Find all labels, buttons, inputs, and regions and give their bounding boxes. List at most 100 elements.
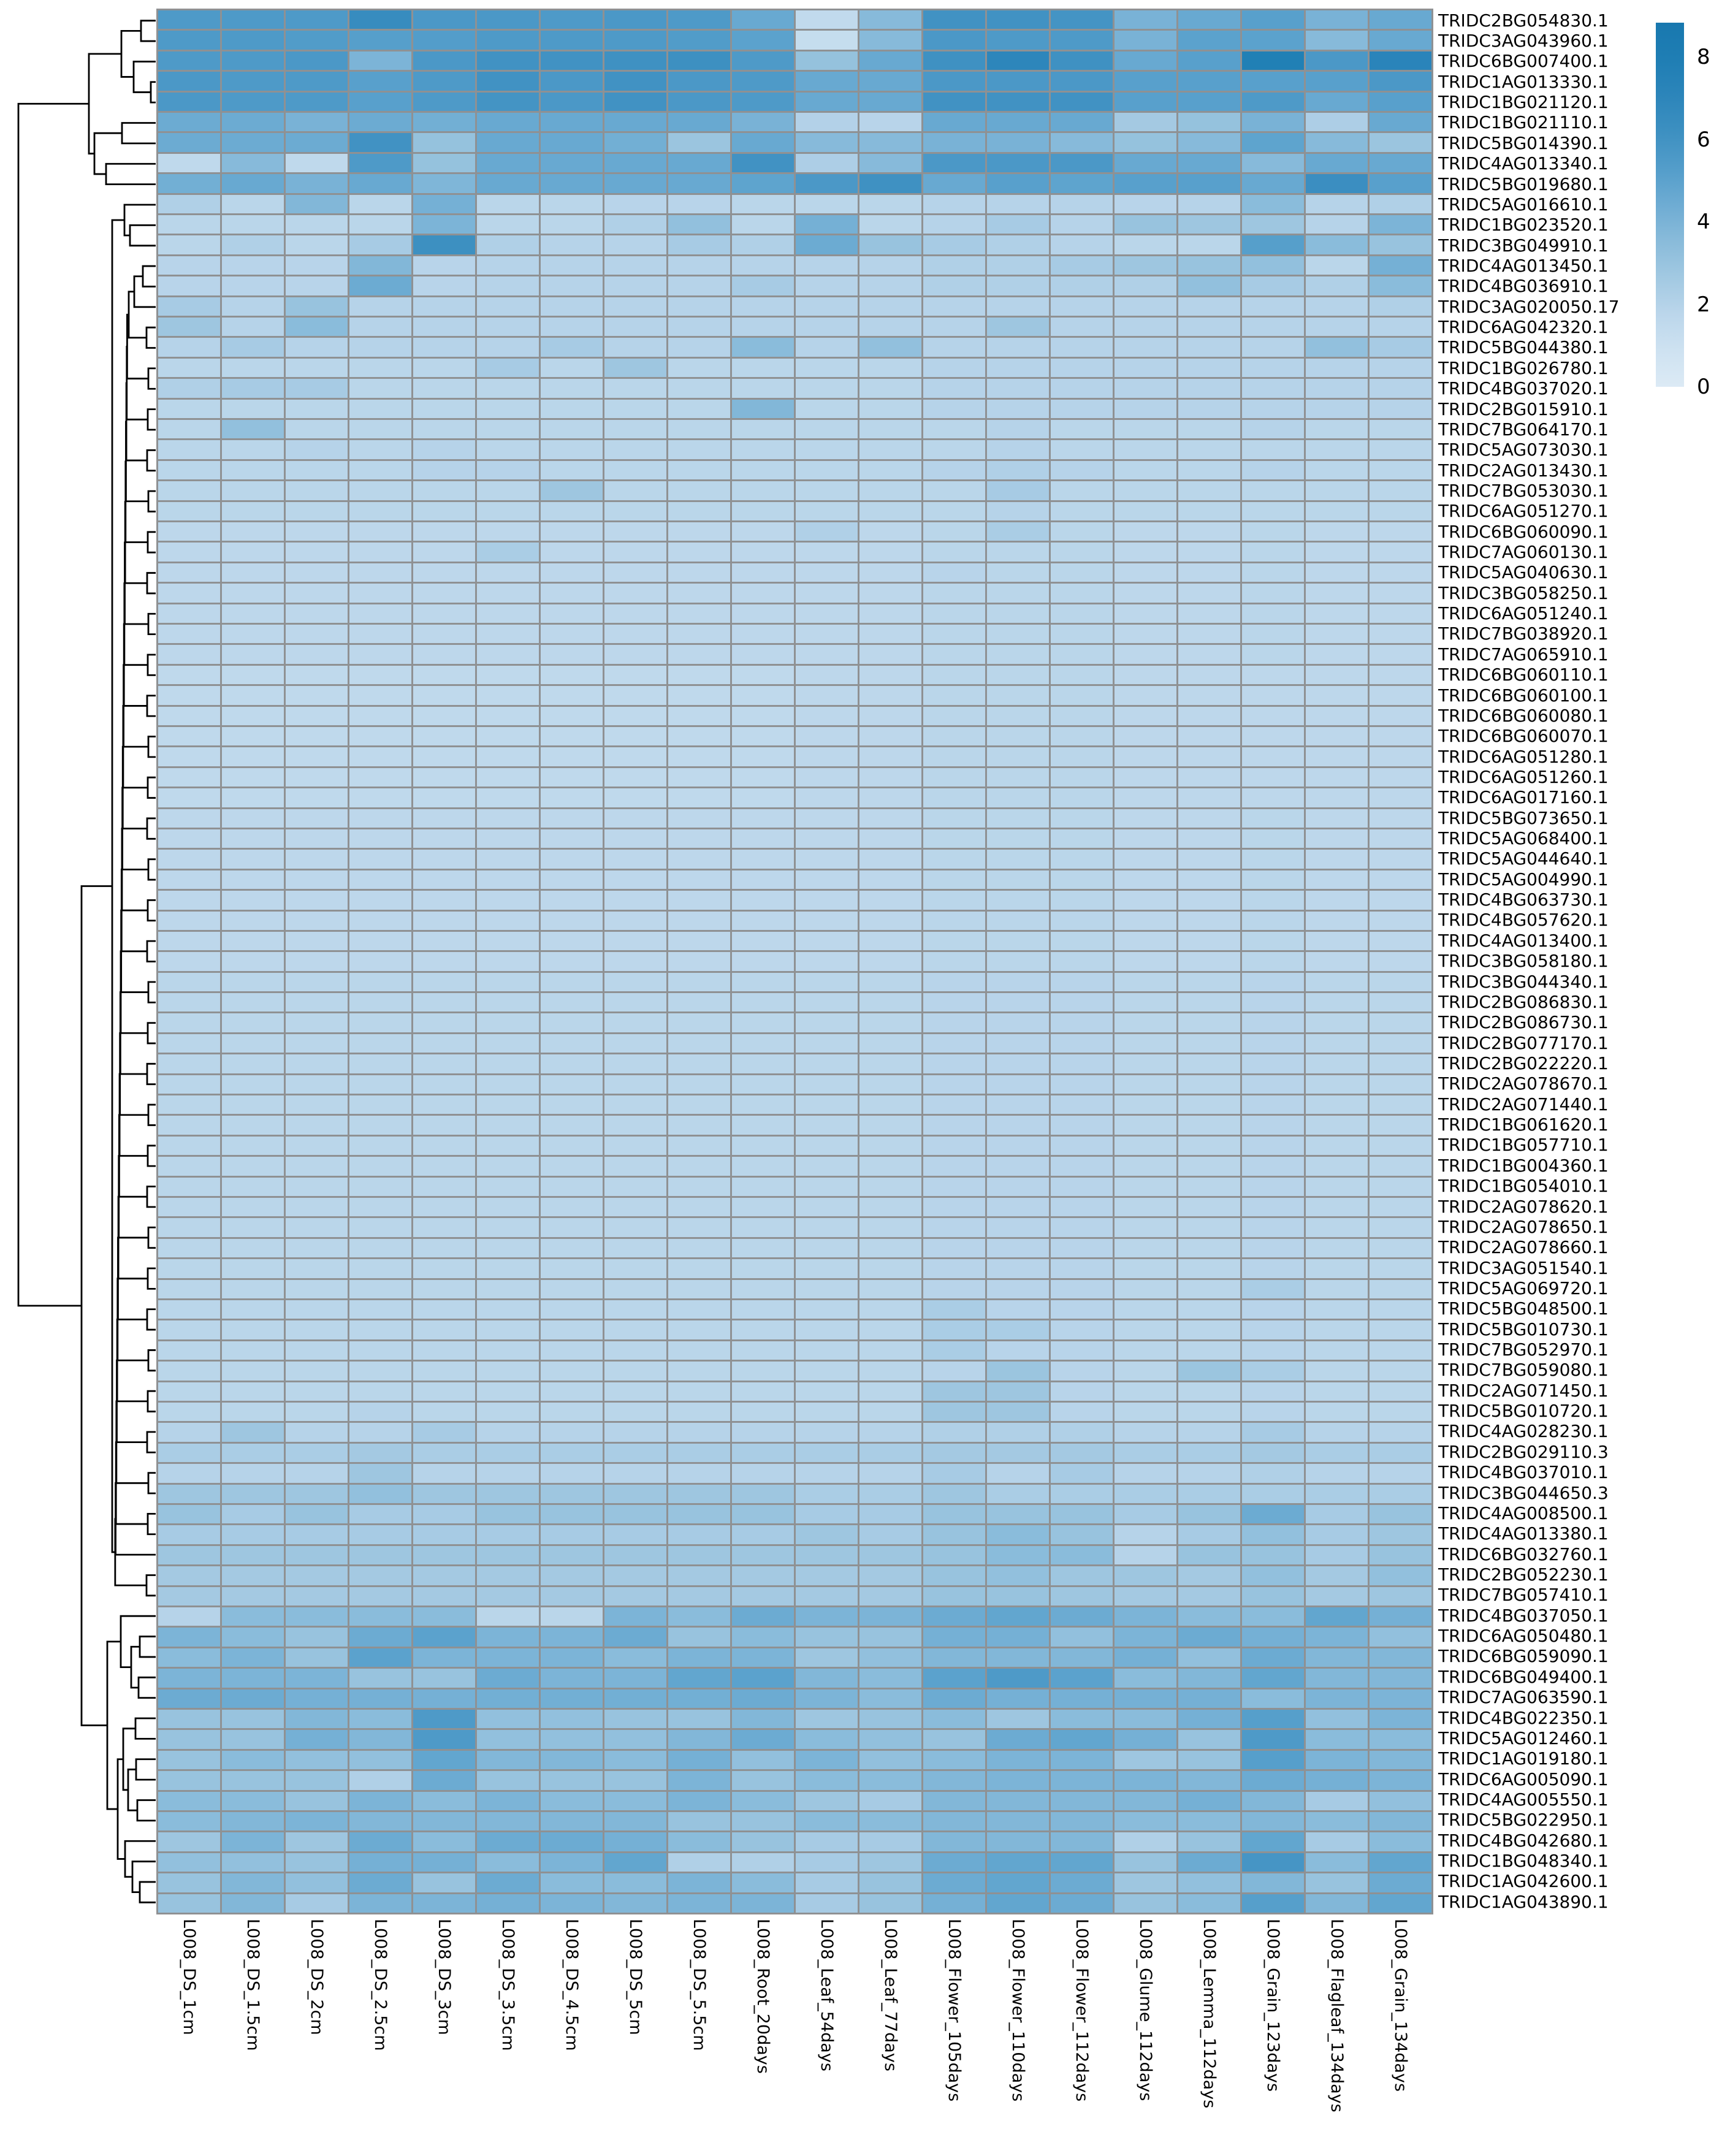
heatmap-cell (1178, 829, 1240, 848)
heatmap-cell (668, 1382, 730, 1401)
heatmap-cell (859, 563, 921, 582)
heatmap-cell (987, 153, 1049, 173)
heatmap-cell (158, 665, 220, 685)
heatmap-cell (668, 1054, 730, 1073)
heatmap-cell (477, 686, 539, 705)
heatmap-cell (477, 419, 539, 439)
heatmap-cell (413, 1669, 475, 1688)
heatmap-cell (859, 10, 921, 29)
row-label: TRIDC1AG019180.1 (1438, 1748, 1609, 1769)
heatmap-cell (1242, 1423, 1304, 1442)
row-label: TRIDC6BG060110.1 (1438, 665, 1609, 685)
heatmap-cell (796, 584, 858, 603)
heatmap-cell (349, 31, 411, 50)
heatmap-cell (158, 1607, 220, 1626)
heatmap-cell (859, 768, 921, 787)
heatmap-cell (1306, 1545, 1368, 1565)
heatmap-cell (1115, 1812, 1176, 1831)
heatmap-cell (286, 768, 348, 787)
heatmap-cell (668, 1771, 730, 1790)
heatmap-cell (1242, 1300, 1304, 1319)
heatmap-cell (541, 1218, 603, 1237)
heatmap-cell (1242, 543, 1304, 562)
heatmap-cell (1306, 1095, 1368, 1114)
heatmap-cell (1306, 338, 1368, 357)
heatmap-cell (859, 1791, 921, 1810)
heatmap-cell (1115, 297, 1176, 316)
heatmap-cell (1370, 809, 1431, 828)
heatmap-cell (477, 501, 539, 520)
heatmap-cell (1178, 584, 1240, 603)
heatmap-cell (541, 726, 603, 746)
heatmap-cell (477, 1218, 539, 1237)
heatmap-cell (1115, 1484, 1176, 1504)
heatmap-cell (859, 624, 921, 644)
heatmap-cell (732, 1238, 794, 1258)
heatmap-cell (541, 1689, 603, 1708)
heatmap-cell (158, 870, 220, 889)
heatmap-cell (477, 1525, 539, 1544)
heatmap-cell (859, 645, 921, 664)
row-label: TRIDC3BG044650.3 (1438, 1482, 1609, 1503)
heatmap-cell (541, 686, 603, 705)
heatmap-cell (987, 665, 1049, 685)
heatmap-cell (987, 747, 1049, 766)
heatmap-cell (413, 993, 475, 1012)
heatmap-cell (732, 624, 794, 644)
heatmap-cell (987, 235, 1049, 254)
heatmap-cell (477, 1034, 539, 1053)
heatmap-cell (222, 215, 284, 234)
heatmap-cell (923, 604, 985, 623)
heatmap-cell (923, 768, 985, 787)
heatmap-cell (923, 788, 985, 807)
heatmap-cell (1242, 1075, 1304, 1094)
heatmap-cell (987, 1750, 1049, 1770)
heatmap-cell (1370, 1054, 1431, 1073)
heatmap-cell (286, 1238, 348, 1258)
heatmap-cell (987, 1812, 1049, 1831)
heatmap-cell (1242, 1403, 1304, 1422)
heatmap-cell (604, 72, 666, 91)
heatmap-cell (604, 993, 666, 1012)
heatmap-cell (732, 829, 794, 848)
colorbar (1656, 23, 1684, 387)
heatmap-cell (987, 297, 1049, 316)
heatmap-cell (1242, 1362, 1304, 1381)
heatmap-cell (1115, 543, 1176, 562)
heatmap-cell (413, 1853, 475, 1872)
heatmap-cell (541, 1853, 603, 1872)
heatmap-cell (923, 317, 985, 337)
heatmap-cell (286, 1505, 348, 1524)
row-label: TRIDC6AG050480.1 (1438, 1626, 1609, 1647)
heatmap-cell (1051, 379, 1113, 398)
heatmap-cell (1178, 235, 1240, 254)
row-label: TRIDC5BG044380.1 (1438, 337, 1609, 358)
heatmap-cell (732, 1832, 794, 1851)
heatmap-cell (1242, 297, 1304, 316)
heatmap-cell (732, 112, 794, 132)
heatmap-cell (158, 1034, 220, 1053)
heatmap-cell (604, 1320, 666, 1339)
heatmap-cell (1370, 10, 1431, 29)
heatmap-cell (413, 686, 475, 705)
heatmap-cell (987, 358, 1049, 378)
heatmap-cell (286, 624, 348, 644)
row-label: TRIDC5BG073650.1 (1438, 807, 1609, 828)
heatmap-cell (732, 133, 794, 152)
heatmap-cell (541, 112, 603, 132)
heatmap-cell (987, 1238, 1049, 1258)
heatmap-cell (1178, 1279, 1240, 1299)
heatmap-cell (541, 911, 603, 930)
heatmap-cell (222, 563, 284, 582)
heatmap-cell (1115, 911, 1176, 930)
heatmap-cell (1178, 1607, 1240, 1626)
heatmap-cell (1370, 317, 1431, 337)
heatmap-cell (1051, 1791, 1113, 1810)
heatmap-cell (1242, 1750, 1304, 1770)
heatmap-cell (1178, 10, 1240, 29)
heatmap-cell (732, 338, 794, 357)
heatmap-cell (1115, 1259, 1176, 1278)
row-label: TRIDC6BG007400.1 (1438, 51, 1609, 72)
heatmap-cell (1242, 522, 1304, 541)
heatmap-cell (859, 726, 921, 746)
